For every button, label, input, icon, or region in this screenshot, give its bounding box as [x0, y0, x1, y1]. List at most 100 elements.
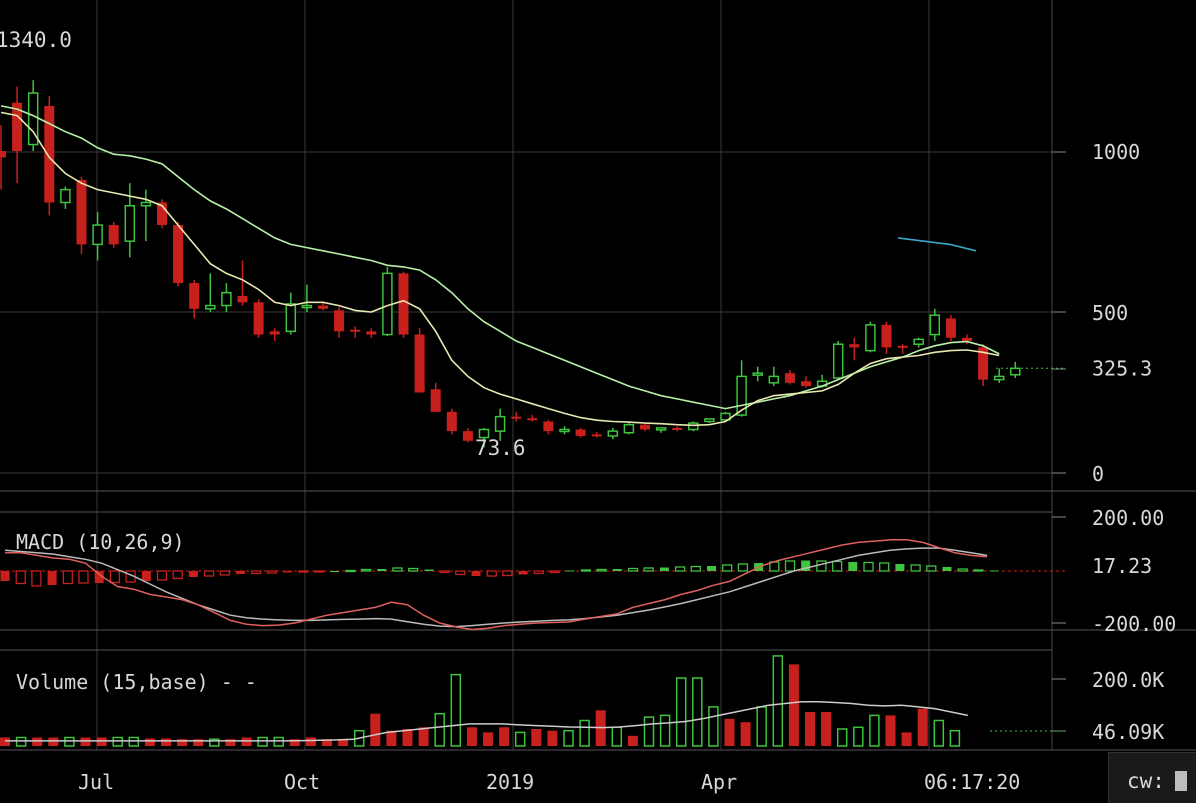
volume-bar: [257, 736, 268, 747]
candle-body-up: [205, 304, 216, 310]
macd-histogram-bar: [439, 570, 450, 574]
macd-histogram-bar: [298, 570, 309, 573]
volume-bar: [740, 722, 751, 746]
candle-body-up: [865, 324, 876, 352]
macd-histogram-bar: [345, 569, 356, 573]
macd-axis-label: 200.00: [1092, 506, 1164, 530]
last-price-label: 325.3: [1092, 356, 1152, 380]
volume-bar: [402, 729, 413, 746]
macd-histogram-bar: [266, 570, 278, 574]
macd-histogram-bar: [737, 563, 749, 572]
candle-body-down: [881, 324, 892, 348]
candle-body-down: [173, 225, 184, 284]
candle-body-up: [285, 303, 297, 333]
volume-bar: [305, 737, 316, 746]
macd-histogram-bar: [863, 561, 874, 572]
macd-histogram-bar: [848, 562, 858, 571]
volume-bar: [96, 737, 107, 746]
candle-body-up: [623, 423, 635, 434]
macd-histogram-bar: [94, 571, 104, 583]
volume-moving-average: [5, 701, 968, 742]
macd-histogram-bar: [580, 569, 592, 572]
volume-bar: [917, 708, 928, 746]
candle-body-up: [913, 338, 924, 345]
macd-histogram-bar: [486, 570, 497, 577]
macd-histogram-bar: [188, 571, 198, 577]
candle-body-down: [962, 337, 972, 341]
candle-body-down: [108, 225, 119, 245]
macd-histogram-bar: [78, 570, 89, 584]
candle-body-down: [237, 295, 248, 303]
macd-histogram-bar: [565, 570, 575, 572]
macd-histogram-bar: [377, 569, 387, 571]
candle-body-up: [688, 422, 699, 431]
candle-body-down: [334, 310, 345, 332]
volume-bar: [708, 706, 719, 747]
candle-body-down: [157, 202, 167, 226]
macd-histogram-bar: [784, 560, 796, 572]
macd-histogram-bar: [801, 560, 811, 571]
candle-body-up: [607, 430, 619, 437]
volume-bar: [128, 736, 140, 747]
macd-histogram-bar: [659, 567, 669, 571]
macd-title: MACD (10,26,9): [16, 530, 185, 554]
macd-histogram-bar: [910, 564, 921, 572]
candle-body-down: [414, 334, 425, 393]
x-axis-label: 06:17:20: [924, 770, 1020, 794]
macd-histogram-bar: [879, 562, 890, 572]
volume-axis-label: 200.0K: [1092, 668, 1164, 692]
volume-bar: [885, 715, 896, 746]
macd-histogram-bar: [722, 564, 733, 572]
macd-axis-label: -200.00: [1092, 612, 1176, 636]
macd-histogram-bar: [816, 560, 827, 572]
candle-body-up: [655, 427, 667, 431]
price-axis-label: 1000: [1092, 140, 1140, 164]
macd-histogram-bar: [627, 567, 639, 572]
candle-body-down: [897, 345, 908, 348]
volume-bar: [821, 712, 832, 746]
volume-bar: [788, 664, 799, 746]
command-line[interactable]: cw:: [1108, 752, 1196, 803]
volume-bar: [627, 735, 638, 746]
candle-body-up: [752, 372, 763, 376]
candle-body-up: [221, 291, 232, 307]
candle-body-down: [849, 344, 860, 348]
volume-bar: [386, 730, 397, 746]
high-price-label: 1340.0: [0, 28, 72, 52]
candle-body-down: [318, 305, 328, 309]
macd-histogram-bar: [47, 571, 57, 585]
macd-histogram-bar: [219, 570, 230, 576]
volume-bar: [15, 736, 27, 747]
volume-bar: [241, 737, 252, 746]
volume-bar: [483, 732, 493, 746]
candle-body-down: [366, 331, 377, 335]
candle-body-up: [60, 188, 71, 204]
candle-body-down: [76, 179, 87, 245]
macd-histogram-bar: [643, 567, 654, 572]
macd-histogram-bar: [15, 570, 26, 585]
candle-body-up: [140, 201, 152, 207]
candle-body-down: [189, 283, 200, 309]
volume-bar: [434, 712, 445, 747]
volume-bar: [933, 719, 945, 747]
price-axis-label: 500: [1092, 301, 1128, 325]
candle-body-down: [44, 105, 55, 203]
candle-body-up: [1010, 367, 1021, 376]
candle-body-down: [527, 418, 538, 421]
volume-bar: [853, 726, 864, 747]
macd-histogram-bar: [502, 570, 513, 577]
macd-histogram-bar: [596, 568, 607, 572]
candle-body-down: [253, 302, 264, 335]
macd-last-label: 17.23: [1092, 554, 1152, 578]
volume-bar: [273, 736, 284, 747]
volume-axis-label: 46.09K: [1092, 720, 1164, 744]
volume-bar: [450, 673, 462, 747]
macd-histogram-bar: [707, 566, 716, 571]
candle-body-down: [430, 389, 441, 412]
volume-bar: [80, 737, 91, 746]
candle-body-down: [591, 434, 602, 437]
volume-bar: [579, 719, 590, 747]
candle-body-down: [575, 429, 586, 436]
candle-body-up: [559, 428, 570, 433]
